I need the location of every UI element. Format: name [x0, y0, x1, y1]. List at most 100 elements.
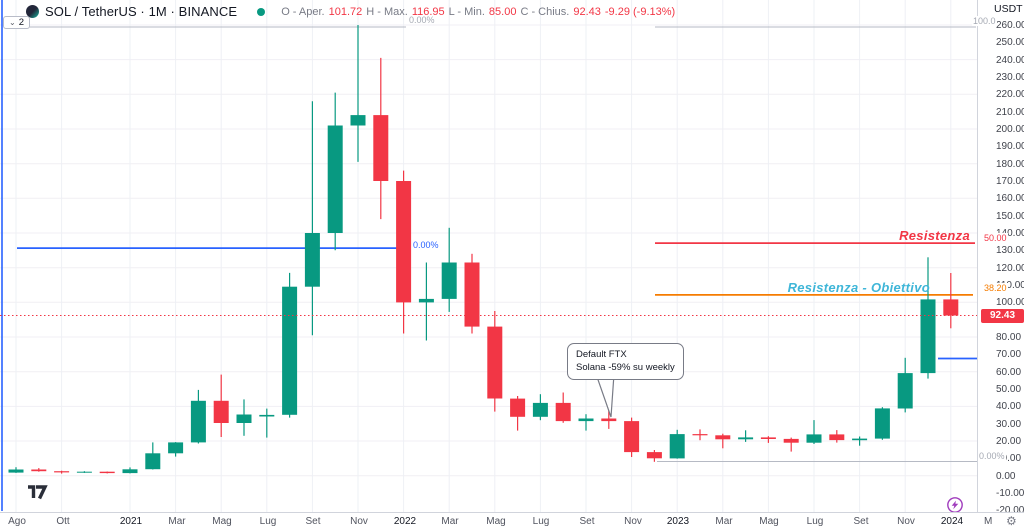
candle-mag-2022 [487, 311, 503, 412]
low-label: L - Min. [448, 5, 485, 18]
price-tick: 240.00 [996, 55, 1024, 66]
candle-set-2023 [852, 436, 868, 446]
candle-giu-2022 [510, 396, 526, 431]
candle-apr-2023 [738, 430, 754, 442]
price-tick: 40.00 [996, 401, 1022, 412]
time-tick-month: Nov [350, 516, 368, 527]
fib-left-top-label: 0.00% [409, 15, 435, 25]
price-axis[interactable]: USDT ⌄ 260.00 250.00 240.00 230.00 220.00 210… [977, 0, 1024, 516]
chevron-down-icon: ⌄ [9, 17, 16, 27]
time-tick-month: Lug [806, 516, 824, 527]
candle-lug-2023 [806, 420, 822, 444]
time-tick-month: Ott [56, 516, 70, 527]
candle-mag-2021 [213, 374, 229, 437]
time-tick-year: 2022 [393, 516, 417, 527]
fib-left-mid-label: 0.00% [413, 240, 439, 250]
candle-ago-2023 [829, 430, 845, 443]
callout-line2: Solana -59% su weekly [576, 362, 675, 374]
fib-level-axis-label: 0.00% [978, 451, 1006, 461]
ftx-callout-note[interactable]: Default FTX Solana -59% su weekly [567, 343, 684, 380]
time-tick-month: Ago [8, 516, 26, 527]
candle-gen-2023 [669, 429, 685, 459]
time-tick-month: Mag [486, 516, 506, 527]
price-tick: 150.00 [996, 211, 1024, 222]
time-tick-month: Mag [212, 516, 232, 527]
price-tick: 130.00 [996, 245, 1024, 256]
gear-icon[interactable]: ⚙ [1006, 514, 1017, 528]
fib-level-axis-label: 100.0 [972, 16, 997, 26]
time-tick-year: 2021 [119, 516, 143, 527]
candle-mag-2023 [760, 436, 776, 443]
candle-ott-2023 [874, 407, 890, 440]
callout-line1: Default FTX [576, 349, 627, 360]
time-axis[interactable]: Ago Ott 2021 Mar Mag Lug Set Nov 2022 Mar Mag Lug Se… [0, 512, 1024, 529]
price-tick: 20.00 [996, 436, 1022, 447]
price-tick: 100.00 [996, 297, 1024, 308]
current-price-tag: 92.43 [981, 309, 1024, 323]
lightning-event-icon[interactable] [946, 496, 964, 514]
open-label: O - Aper. [281, 5, 325, 18]
price-tick: 80.00 [996, 332, 1022, 343]
candle-nov-2022 [624, 417, 640, 457]
candle-set-2022 [578, 414, 594, 431]
candle-lug-2021 [259, 408, 275, 438]
candle-apr-2021 [190, 389, 206, 444]
price-tick: 30.00 [996, 419, 1022, 430]
candle-feb-2021 [145, 442, 161, 470]
price-tick: 250.00 [996, 37, 1024, 48]
candle-dic-2022 [646, 450, 662, 462]
time-tick-month: Mar [168, 516, 186, 527]
symbol-title[interactable]: SOL / TetherUS · 1M · BINANCE [45, 4, 238, 19]
tradingview-logo[interactable] [26, 483, 48, 501]
low-value: 85.00 [488, 5, 517, 18]
candle-ago-2021 [282, 272, 298, 418]
candle-ott-2021 [327, 92, 343, 251]
market-status-dot [257, 7, 266, 16]
price-tick: 140.00 [996, 228, 1024, 239]
candle-mar-2021 [168, 442, 184, 457]
time-tick-month: Mag [759, 516, 779, 527]
candle-apr-2022 [464, 253, 480, 334]
price-tick: 260.00 [996, 20, 1024, 31]
chart-canvas[interactable] [0, 0, 977, 512]
candle-gen-2024 [943, 273, 959, 329]
price-tick: 220.00 [996, 89, 1024, 100]
indicators-collapse-button[interactable]: ⌄ 2 [3, 16, 30, 29]
time-tick-month: Nov [624, 516, 642, 527]
price-tick: 210.00 [996, 107, 1024, 118]
price-tick: -10.00 [996, 488, 1024, 499]
candle-feb-2022 [418, 262, 434, 341]
time-tick-month: Set [305, 516, 321, 527]
candle-ago-2022 [555, 392, 571, 423]
time-tick-month: Mar [441, 516, 459, 527]
indicators-count: 2 [18, 17, 24, 28]
candle-lug-2022 [532, 394, 548, 421]
fib-level-axis-label: 50.00 [983, 233, 1008, 243]
resistenza-text-annotation[interactable]: Resistenza [899, 228, 970, 243]
close-label: C - Chius. [520, 5, 570, 18]
time-tick-month: Mar [715, 516, 733, 527]
price-tick: 120.00 [996, 263, 1024, 274]
price-tick: 60.00 [996, 367, 1022, 378]
price-tick: 110.00 [996, 280, 1024, 291]
high-label: H - Max. [366, 5, 408, 18]
time-tick-year: 2024 [940, 516, 964, 527]
candle-dic-2023 [920, 257, 936, 379]
price-tick: 50.00 [996, 384, 1022, 395]
candle-mar-2023 [715, 433, 731, 449]
price-tick: 190.00 [996, 141, 1024, 152]
candle-gen-2021 [122, 467, 138, 474]
ohlc-values: O - Aper. 101.72 H - Max. 116.95 L - Min… [281, 6, 675, 18]
price-tick: -20.00 [996, 505, 1024, 516]
close-value: 92.43 [573, 5, 601, 18]
high-value: 116.95 [411, 5, 445, 18]
open-value: 101.72 [328, 5, 363, 18]
currency-label: USDT [994, 3, 1023, 15]
resistenza-obiettivo-text-annotation[interactable]: Resistenza - Obiettivo [787, 280, 930, 295]
currency-selector[interactable]: USDT ⌄ [994, 3, 1024, 15]
price-tick: 180.00 [996, 159, 1024, 170]
price-tick: 70.00 [996, 349, 1022, 360]
candle-giu-2021 [236, 399, 252, 436]
time-tick-month: Nov [897, 516, 915, 527]
